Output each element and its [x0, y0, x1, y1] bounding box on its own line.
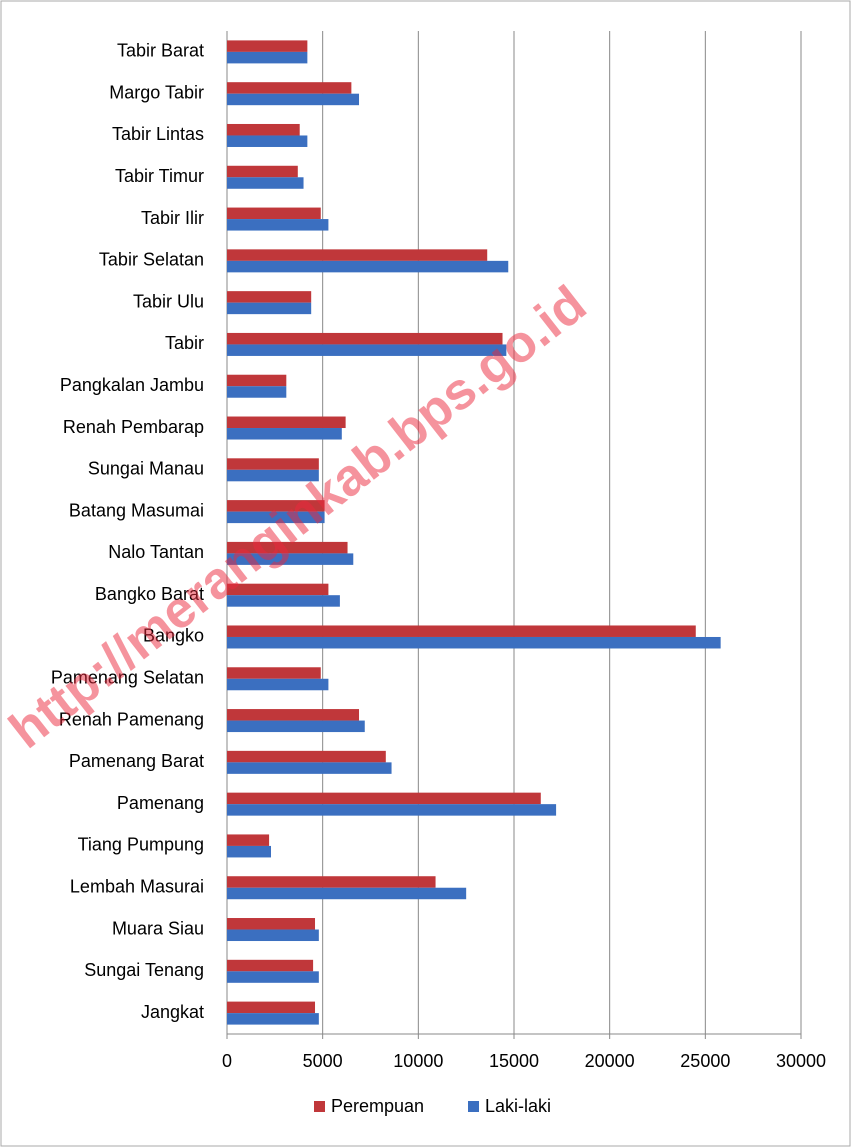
bar	[227, 165, 298, 178]
bar	[227, 804, 557, 816]
bar	[227, 834, 270, 846]
y-tick-label: Tabir Barat	[117, 41, 204, 61]
y-tick-label: Sungai Manau	[88, 459, 204, 479]
bar	[227, 207, 321, 220]
bar	[227, 918, 316, 930]
bar	[227, 929, 319, 942]
bar	[227, 386, 287, 398]
y-tick-label: Pamenang	[117, 793, 204, 813]
bar	[227, 792, 541, 805]
bar	[227, 762, 392, 774]
legend-label: Laki-laki	[485, 1096, 551, 1116]
bar	[227, 959, 314, 972]
y-tick-label: Tabir Selatan	[99, 250, 204, 270]
bar	[227, 219, 329, 231]
y-tick-label: Bangko	[143, 626, 204, 646]
y-tick-label: Pangkalan Jambu	[60, 375, 204, 395]
legend-label: Perempuan	[331, 1096, 424, 1116]
bar	[227, 541, 348, 554]
bar	[227, 845, 272, 858]
bar	[227, 876, 436, 888]
bar	[227, 302, 312, 315]
bar	[227, 260, 509, 273]
y-tick-label: Tabir Ilir	[141, 208, 204, 228]
y-tick-label: Tabir Timur	[115, 166, 204, 186]
bar	[227, 678, 329, 691]
bar	[227, 374, 287, 387]
x-tick-label: 25000	[680, 1051, 730, 1071]
bar	[227, 458, 319, 470]
bar	[227, 595, 340, 607]
bar	[227, 177, 304, 189]
y-tick-label: Margo Tabir	[109, 82, 204, 102]
x-tick-label: 20000	[585, 1051, 635, 1071]
y-tick-label: Muara Siau	[112, 918, 204, 938]
bar	[227, 135, 308, 147]
bar	[227, 123, 300, 136]
y-tick-label: Tabir Lintas	[112, 124, 204, 144]
y-tick-label: Jangkat	[141, 1002, 204, 1022]
bar	[227, 1001, 316, 1014]
bar	[227, 709, 360, 721]
x-tick-label: 0	[222, 1051, 232, 1071]
bar	[227, 971, 319, 983]
bar	[227, 667, 321, 679]
bar	[227, 887, 467, 900]
bar	[227, 625, 696, 637]
bar	[227, 720, 365, 733]
y-tick-label: Tabir Ulu	[133, 291, 204, 311]
bar	[227, 416, 346, 429]
bar	[227, 93, 360, 106]
bar	[227, 750, 386, 763]
x-tick-label: 5000	[303, 1051, 343, 1071]
bar	[227, 553, 354, 565]
bar	[227, 51, 308, 64]
y-tick-label: Renah Pembarap	[63, 417, 204, 437]
bar	[227, 636, 721, 649]
bar	[227, 249, 488, 261]
y-tick-label: Pamenang Selatan	[51, 668, 204, 688]
bar	[227, 291, 312, 303]
y-tick-label: Lembah Masurai	[70, 876, 204, 896]
legend-swatch	[468, 1101, 479, 1112]
bar	[227, 583, 329, 596]
legend-swatch	[314, 1101, 325, 1112]
bar	[227, 82, 352, 94]
x-tick-label: 30000	[776, 1051, 826, 1071]
y-tick-label: Sungai Tenang	[84, 960, 204, 980]
y-tick-label: Renah Pamenang	[59, 709, 204, 729]
y-tick-label: Batang Masumai	[69, 500, 204, 520]
bar	[227, 469, 319, 482]
y-tick-label: Nalo Tantan	[108, 542, 204, 562]
bar	[227, 344, 507, 356]
y-tick-label: Pamenang Barat	[69, 751, 204, 771]
bar	[227, 500, 325, 512]
x-tick-label: 10000	[393, 1051, 443, 1071]
y-tick-label: Tiang Pumpung	[78, 835, 204, 855]
bar	[227, 332, 503, 345]
x-tick-label: 15000	[489, 1051, 539, 1071]
y-tick-label: Tabir	[165, 333, 204, 353]
y-tick-label: Bangko Barat	[95, 584, 204, 604]
bar	[227, 428, 342, 440]
bar	[227, 40, 308, 52]
bar	[227, 1013, 319, 1025]
bar	[227, 511, 325, 524]
